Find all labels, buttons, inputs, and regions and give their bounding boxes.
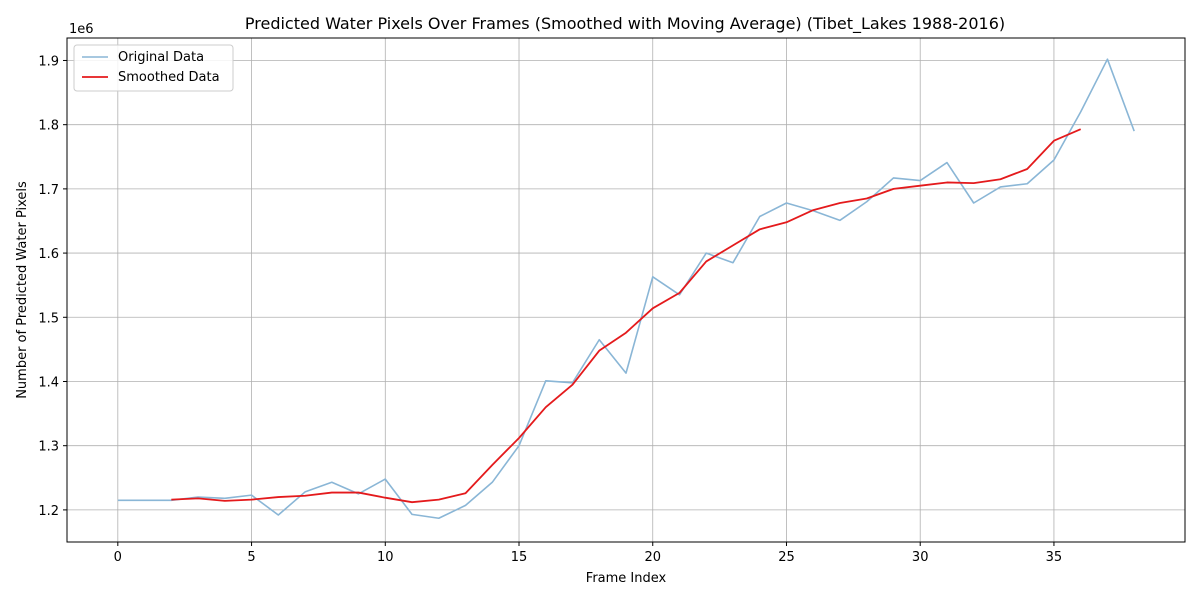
y-tick-label: 1.7 xyxy=(38,183,59,198)
y-tick-label: 1.8 xyxy=(38,119,59,134)
plot-area xyxy=(67,38,1185,542)
series-lines xyxy=(117,58,1135,520)
plot-frame xyxy=(66,37,1186,543)
x-tick-label: 10 xyxy=(377,550,394,565)
y-tick-label: 1.6 xyxy=(38,247,59,262)
x-tick-label: 30 xyxy=(912,550,929,565)
x-tick-label: 25 xyxy=(778,550,795,565)
legend-label-original: Original Data xyxy=(118,50,204,65)
x-tick-label: 5 xyxy=(247,550,255,565)
legend-box xyxy=(73,44,234,92)
x-axis-ticks: 0 5 10 15 20 25 30 35 xyxy=(114,542,1063,565)
smoothed-data-line xyxy=(171,128,1082,504)
legend-label-smoothed: Smoothed Data xyxy=(118,70,220,85)
y-tick-label: 1.3 xyxy=(38,440,59,455)
legend: Original Data Smoothed Data xyxy=(73,44,234,92)
y-axis-ticks: 1.2 1.3 1.4 1.5 1.6 1.7 1.8 1.9 xyxy=(38,54,67,519)
y-tick-label: 1.9 xyxy=(38,54,59,69)
y-offset-label: 1e6 xyxy=(69,22,94,37)
y-axis-label: Number of Predicted Water Pixels xyxy=(15,181,30,399)
y-tick-label: 1.5 xyxy=(38,311,59,326)
x-axis-label: Frame Index xyxy=(586,571,667,586)
chart-title: Predicted Water Pixels Over Frames (Smoo… xyxy=(245,14,1005,34)
y-tick-label: 1.2 xyxy=(38,504,59,519)
x-tick-label: 20 xyxy=(644,550,661,565)
x-tick-label: 35 xyxy=(1046,550,1063,565)
y-tick-label: 1.4 xyxy=(38,375,59,390)
x-tick-label: 15 xyxy=(511,550,528,565)
x-tick-label: 0 xyxy=(114,550,122,565)
original-data-line xyxy=(117,58,1135,520)
